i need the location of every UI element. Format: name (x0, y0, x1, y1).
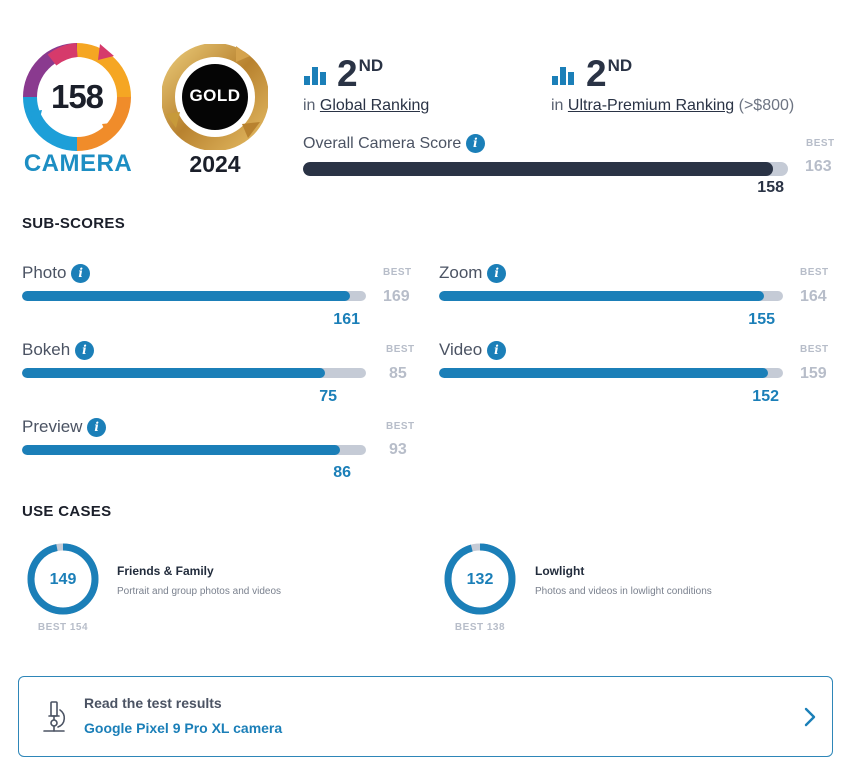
friends-family-score-ring (27, 543, 99, 615)
lowlight-score: 132 (466, 571, 494, 588)
lowlight-desc: Photos and videos in lowlight conditions (535, 586, 712, 597)
friends-family-desc: Portrait and group photos and videos (117, 586, 281, 597)
subscore-video-best-label: BEST (800, 344, 829, 355)
subscore-zoom-bar (439, 291, 783, 301)
gold-label: GOLD (189, 86, 241, 105)
subscores-title: SUB-SCORES (22, 215, 126, 232)
subscore-video-name: Video (439, 340, 483, 359)
info-icon[interactable]: i (465, 134, 485, 153)
info-icon[interactable]: i (486, 341, 506, 360)
subscore-photo-best-label: BEST (383, 267, 412, 278)
subscore-video-best: 159 (800, 365, 827, 382)
bar-chart-icon (304, 67, 326, 85)
subscore-photo-label: Photo i (22, 263, 91, 283)
subscore-zoom-best: 164 (800, 288, 827, 305)
subscore-bokeh-label: Bokeh i (22, 340, 94, 360)
friends-family-title: Friends & Family (117, 564, 214, 578)
global-rank: 2ND (337, 55, 383, 92)
friends-family-score: 149 (49, 571, 77, 588)
friends-family-best: BEST 154 (37, 622, 89, 633)
subscore-preview-best: 93 (389, 441, 407, 458)
subscore-preview-best-label: BEST (386, 421, 415, 432)
lowlight-title: Lowlight (535, 564, 585, 578)
label-year: 2024 (189, 151, 241, 177)
camera-score: 158 (50, 78, 104, 115)
overall-score-label: Overall Camera Score i (303, 134, 485, 153)
info-icon[interactable]: i (87, 418, 107, 437)
global-rank-caption: in Global Ranking (303, 97, 429, 115)
subscore-photo-best: 169 (383, 288, 410, 305)
subscore-bokeh-best-label: BEST (386, 344, 415, 355)
bar-chart-icon (552, 67, 574, 85)
subscore-photo-name: Photo (22, 263, 67, 282)
lowlight-best: BEST 138 (454, 622, 506, 633)
global-ranking-link[interactable]: Global Ranking (319, 97, 430, 114)
subscore-preview-value: 86 (333, 464, 351, 481)
gold-label-badge-icon (162, 44, 268, 150)
subscore-zoom-name: Zoom (439, 263, 483, 282)
overall-score-value: 158 (757, 179, 784, 196)
subscore-zoom-value: 155 (748, 311, 775, 328)
subscore-bokeh-best: 85 (389, 365, 407, 382)
use-cases-title: USE CASES (22, 503, 112, 520)
overall-best-label: BEST (806, 138, 835, 149)
overall-score-title: Overall Camera Score (303, 135, 462, 152)
subscore-video-bar (439, 368, 783, 378)
camera-label: CAMERA (23, 150, 133, 177)
read-test-results-card[interactable] (18, 676, 833, 757)
subscore-video-fill (439, 368, 768, 378)
subscore-photo-bar (22, 291, 366, 301)
segment-rank-suffix: ND (607, 56, 633, 75)
segment-rank-prefix: in (551, 97, 564, 114)
subscore-bokeh-name: Bokeh (22, 340, 71, 359)
microscope-icon (43, 701, 66, 732)
subscore-photo-value: 161 (333, 311, 360, 328)
info-icon[interactable]: i (71, 264, 91, 283)
subscore-video-value: 152 (752, 388, 779, 405)
subscore-preview-label: Preview i (22, 417, 107, 437)
info-icon[interactable]: i (74, 341, 94, 360)
ultra-premium-ranking-link[interactable]: Ultra-Premium Ranking (567, 97, 735, 114)
subscore-bokeh-fill (22, 368, 326, 378)
price-range: (>$800) (738, 97, 795, 114)
segment-rank: 2ND (586, 55, 632, 92)
global-rank-suffix: ND (358, 56, 384, 75)
subscore-zoom-fill (439, 291, 765, 301)
read-test-results-title: Read the test results (84, 695, 222, 711)
subscore-video-label: Video i (439, 340, 506, 360)
lowlight-score-ring (444, 543, 516, 615)
segment-rank-number: 2 (586, 53, 607, 94)
subscore-preview-fill (22, 445, 341, 455)
subscore-bokeh-value: 75 (319, 388, 337, 405)
overall-score-bar (303, 162, 788, 176)
subscore-zoom-best-label: BEST (800, 267, 829, 278)
subscore-zoom-label: Zoom i (439, 263, 507, 283)
camera-score-badge-icon (23, 43, 131, 151)
subscore-photo-fill (22, 291, 350, 301)
subscore-preview-name: Preview (22, 417, 83, 436)
global-rank-prefix: in (303, 97, 316, 114)
camera-test-link[interactable]: Google Pixel 9 Pro XL camera (84, 720, 283, 736)
segment-rank-caption: in Ultra-Premium Ranking (>$800) (551, 97, 794, 115)
overall-score-fill (303, 162, 773, 176)
subscore-preview-bar (22, 445, 366, 455)
info-icon[interactable]: i (487, 264, 507, 283)
global-rank-number: 2 (337, 53, 358, 94)
overall-best-value: 163 (805, 158, 832, 175)
chevron-right-icon[interactable] (800, 703, 820, 731)
subscore-bokeh-bar (22, 368, 366, 378)
